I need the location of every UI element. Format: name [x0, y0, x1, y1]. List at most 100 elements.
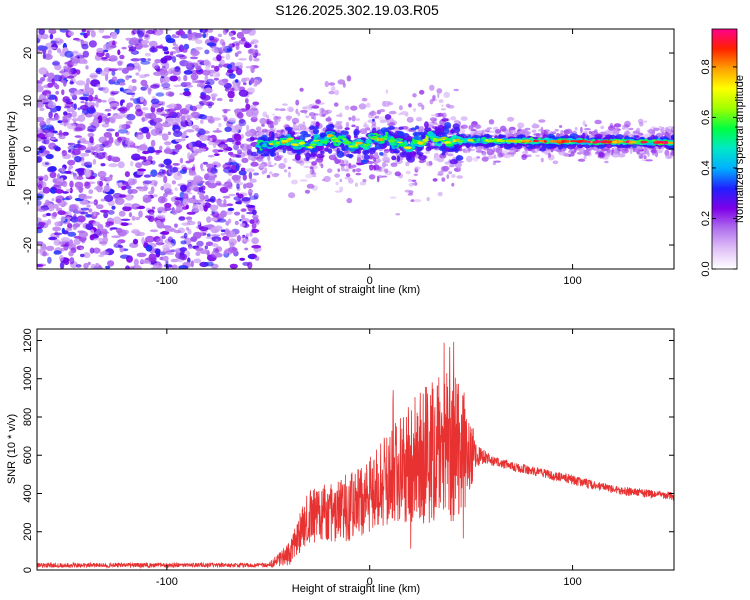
heatmap-cell: [38, 222, 46, 226]
heatmap-cell: [233, 196, 241, 201]
heatmap-cell: [299, 179, 308, 182]
heatmap-cell: [37, 34, 42, 40]
heatmap-cell: [140, 39, 150, 44]
heatmap-cell: [212, 130, 223, 133]
heatmap-cell: [231, 174, 240, 181]
heatmap-cell: [154, 59, 162, 64]
heatmap-cell: [241, 238, 250, 243]
heatmap-cell: [132, 238, 139, 245]
heatmap-cell: [521, 151, 529, 155]
heatmap-cell: [86, 164, 92, 169]
heatmap-cell: [667, 125, 674, 129]
heatmap-cell: [537, 129, 544, 132]
heatmap-cell: [108, 68, 118, 72]
heatmap-cell: [336, 147, 340, 154]
heatmap-cell: [419, 89, 425, 95]
heatmap-cell: [346, 149, 350, 155]
heatmap-cell: [163, 55, 173, 61]
heatmap-cell: [94, 144, 104, 152]
heatmap-cell: [206, 163, 214, 169]
heatmap-cell: [147, 146, 155, 154]
heatmap-cell: [84, 181, 91, 189]
heatmap-cell: [37, 150, 40, 155]
heatmap-cell: [61, 227, 66, 234]
heatmap-cell: [37, 157, 42, 163]
heatmap-cell: [199, 94, 207, 99]
heatmap-cell: [577, 158, 586, 162]
heatmap-cell: [144, 34, 149, 38]
heatmap-cell: [178, 265, 189, 269]
heatmap-cell: [255, 126, 262, 132]
heatmap-cell: [106, 128, 115, 132]
heatmap-cell: [163, 148, 173, 154]
heatmap-cell: [100, 231, 110, 235]
heatmap-cell: [76, 176, 84, 180]
heatmap-cell: [51, 184, 62, 191]
heatmap-cell: [173, 84, 182, 88]
heatmap-cell: [645, 159, 653, 162]
heatmap-cell: [155, 149, 163, 153]
heatmap-cell: [363, 154, 370, 160]
heatmap-cell: [96, 47, 105, 54]
heatmap-cell: [92, 247, 101, 254]
heatmap-cell: [442, 165, 450, 172]
heatmap-cell: [643, 155, 647, 160]
heatmap-cell: [246, 137, 255, 142]
heatmap-cell: [194, 247, 204, 251]
heatmap-cell: [588, 130, 592, 135]
heatmap-cell: [363, 124, 369, 128]
heatmap-cell: [103, 49, 109, 53]
heatmap-cell: [71, 110, 77, 118]
heatmap-cell: [97, 170, 107, 178]
heatmap-cell: [426, 145, 435, 150]
heatmap-cell: [120, 99, 125, 103]
heatmap-cell: [149, 229, 159, 233]
heatmap-cell: [488, 119, 495, 125]
heatmap-cell: [226, 203, 234, 207]
heatmap-cell: [121, 186, 127, 191]
heatmap-cell: [163, 175, 168, 184]
heatmap-cell: [220, 232, 226, 236]
heatmap-cell: [119, 87, 124, 92]
heatmap-cell: [199, 192, 205, 200]
heatmap-cell: [245, 65, 254, 69]
heatmap-cell: [141, 237, 145, 245]
heatmap-cell: [253, 193, 259, 200]
heatmap-cell: [61, 237, 70, 243]
heatmap-cell: [368, 164, 374, 168]
heatmap-cell: [273, 156, 282, 161]
heatmap-cell: [207, 102, 213, 109]
heatmap-cell: [172, 163, 180, 166]
heatmap-cell: [105, 52, 110, 59]
heatmap-cell: [116, 240, 122, 247]
heatmap-cell: [582, 120, 586, 126]
heatmap-cell: [96, 204, 104, 210]
heatmap-cell: [55, 84, 60, 90]
heatmap-cell: [131, 229, 140, 234]
heatmap-cell: [457, 166, 462, 171]
heatmap-cell: [188, 246, 193, 250]
heatmap-cell: [615, 134, 624, 140]
heatmap-cell: [47, 94, 57, 100]
heatmap-cell: [75, 168, 85, 172]
heatmap-cell: [324, 81, 329, 88]
heatmap-cell: [321, 108, 325, 113]
heatmap-cell: [107, 112, 111, 117]
heatmap-cell: [323, 175, 331, 183]
heatmap-cell: [235, 42, 240, 51]
heatmap-cell: [144, 84, 149, 89]
heatmap-cell: [199, 226, 209, 232]
heatmap-cell: [185, 129, 195, 133]
heatmap-cell: [74, 135, 82, 138]
heatmap-cell: [598, 152, 606, 158]
heatmap-cell: [60, 177, 64, 183]
heatmap-cell: [144, 52, 151, 57]
heatmap-cell: [437, 112, 444, 117]
heatmap-cell: [47, 46, 57, 50]
heatmap-cell: [348, 117, 352, 121]
heatmap-cell: [57, 210, 66, 216]
heatmap-cell: [337, 168, 341, 173]
heatmap-cell: [73, 103, 78, 110]
heatmap-cell: [40, 136, 47, 140]
